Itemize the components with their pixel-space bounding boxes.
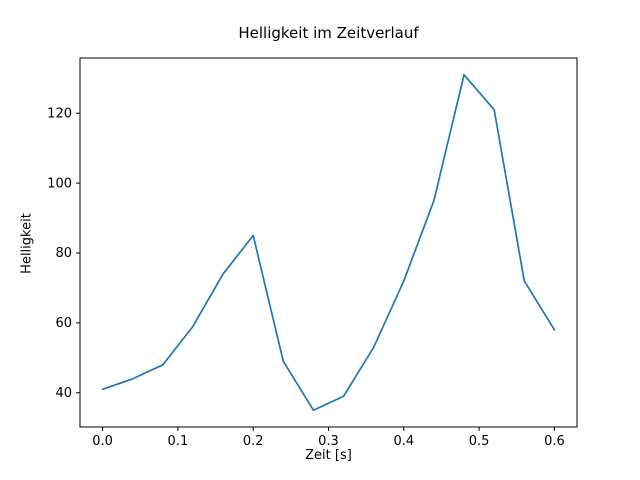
x-tick-label: 0.3 — [318, 434, 339, 449]
x-tick-label: 0.5 — [469, 434, 490, 449]
y-tick-label: 40 — [55, 386, 72, 401]
y-tick-label: 60 — [55, 316, 72, 331]
x-tick-label: 0.4 — [393, 434, 414, 449]
x-tick-label: 0.2 — [243, 434, 264, 449]
y-tick-label: 120 — [47, 106, 72, 121]
x-tick-label: 0.1 — [168, 434, 189, 449]
data-line — [101, 73, 556, 412]
y-tick-label: 100 — [47, 176, 72, 191]
x-tick-label: 0.0 — [92, 434, 113, 449]
y-tick-label: 80 — [55, 246, 72, 261]
x-axis-label: Zeit [s] — [305, 448, 352, 463]
chart-title: Helligkeit im Zeitverlauf — [238, 24, 419, 42]
axes-spine — [79, 57, 578, 428]
y-axis-label: Helligkeit — [19, 213, 35, 274]
x-tick-label: 0.6 — [544, 434, 565, 449]
